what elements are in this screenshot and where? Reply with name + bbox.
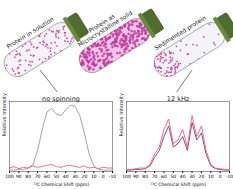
svg-text:90: 90 [133,174,139,179]
svg-text:30: 30 [189,174,195,179]
svg-text:Relative Intensity: Relative Intensity [1,93,8,137]
svg-text:90: 90 [16,174,22,179]
svg-text:-10: -10 [226,174,233,179]
svg-text:20: 20 [199,174,205,179]
svg-text:50: 50 [170,174,176,179]
svg-text:10: 10 [91,174,97,179]
svg-text:Protein as: Protein as [87,12,116,34]
svg-text:40: 40 [180,174,186,179]
svg-text:0: 0 [219,174,222,179]
svg-text:10: 10 [208,174,214,179]
svg-text:40: 40 [63,174,69,179]
svg-text:80: 80 [25,174,31,179]
svg-text:60: 60 [44,174,50,179]
svg-text:no spinning: no spinning [42,95,80,103]
svg-text:¹³C Chemical Shift (ppm): ¹³C Chemical Shift (ppm) [150,182,206,187]
svg-text:100: 100 [122,174,131,179]
svg-text:12 kHz: 12 kHz [167,95,190,103]
svg-text:50: 50 [53,174,59,179]
svg-text:30: 30 [72,174,78,179]
svg-text:20: 20 [82,174,88,179]
svg-text:Microcrystalline solid: Microcrystalline solid [76,9,134,49]
svg-text:0: 0 [102,174,105,179]
svg-text:70: 70 [152,174,158,179]
svg-text:-10: -10 [109,174,116,179]
svg-text:100: 100 [5,174,14,179]
svg-text:Sedimented protein: Sedimented protein [153,14,208,52]
svg-text:60: 60 [161,174,167,179]
svg-text:70: 70 [35,174,41,179]
svg-text:Protein in solution: Protein in solution [5,15,55,50]
svg-text:Relative Intensity: Relative Intensity [118,93,125,137]
svg-text:80: 80 [142,174,148,179]
svg-text:¹³C Chemical Shift (ppm): ¹³C Chemical Shift (ppm) [33,182,89,187]
